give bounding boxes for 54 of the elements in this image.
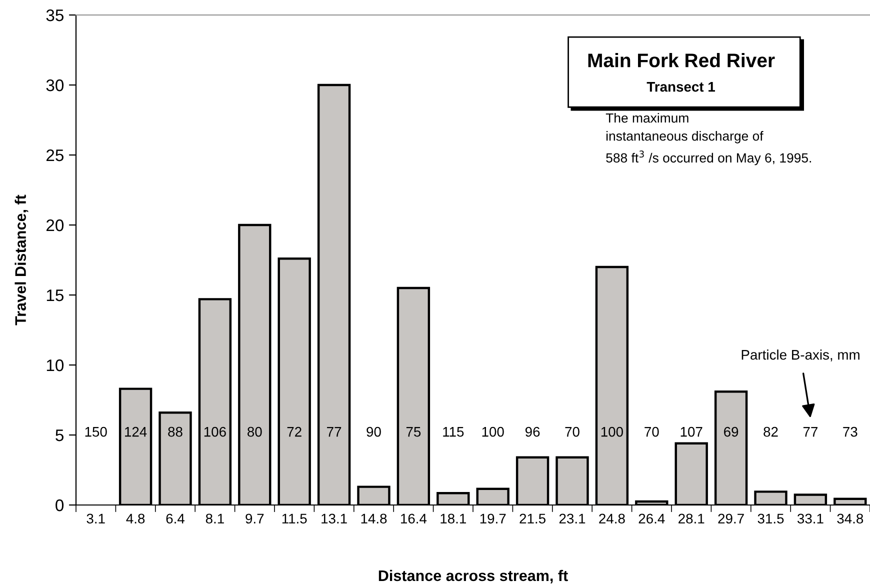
annotation: Particle B-axis, mm <box>742 350 860 362</box>
x-tick-label: 8.1 <box>206 514 224 524</box>
annotation: 70 <box>565 426 580 437</box>
x-tick-label: 13.1 <box>322 514 347 524</box>
annotation: 100 <box>601 426 623 437</box>
x-tick-label: 16.4 <box>400 514 427 524</box>
annotation: 80 <box>248 426 262 437</box>
x-tick-label: 3.1 <box>86 514 105 524</box>
annotation: 96 <box>525 426 540 437</box>
y-tick-label: 20 <box>46 219 64 232</box>
annotation: 150 <box>85 426 107 437</box>
text: Main Fork Red River <box>588 52 775 68</box>
x-tick-label: 31.5 <box>758 514 784 524</box>
annotation: 69 <box>724 426 738 437</box>
x-tick-label: 18.1 <box>440 514 466 524</box>
y-tick-label: 30 <box>46 79 64 92</box>
y-tick-label: 15 <box>46 290 64 302</box>
x-tick-label: 9.7 <box>246 514 264 524</box>
y-tick-label: 0 <box>56 499 64 512</box>
x-tick-label: 24.8 <box>599 514 625 524</box>
y-tick-label: 35 <box>46 9 64 22</box>
x-tick-label: 23.1 <box>559 514 586 524</box>
x-tick-label: 29.7 <box>718 514 744 524</box>
annotation: 70 <box>644 426 659 437</box>
annotation: 100 <box>482 426 504 437</box>
annotation: The maximum instantaneous discharge of 588 ft$^{3}$ /s occurred on May 6, 1995. <box>606 113 811 166</box>
annotation: 72 <box>287 426 302 437</box>
y-tick-label: 10 <box>46 359 64 372</box>
annotation: 82 <box>764 426 778 437</box>
y-axis-title: Travel Distance, ft <box>14 194 28 326</box>
x-tick-label: 28.1 <box>678 514 704 524</box>
x-tick-label: 11.5 <box>282 514 307 524</box>
x-tick-label: 26.4 <box>638 514 665 524</box>
annotation: 107 <box>680 426 702 437</box>
x-tick-label: 14.8 <box>361 514 387 524</box>
annotation: 75 <box>406 427 421 437</box>
annotation: 73 <box>843 426 858 437</box>
annotation: 88 <box>168 426 182 437</box>
x-tick-label: 6.4 <box>166 514 184 524</box>
annotation: 77 <box>803 427 818 437</box>
x-tick-label: 19.7 <box>480 514 506 524</box>
x-tick-label: 4.8 <box>126 514 145 524</box>
annotation: 106 <box>204 426 226 437</box>
annotation: 90 <box>366 426 381 437</box>
annotation: 115 <box>443 427 464 437</box>
y-tick-label: 5 <box>56 430 64 442</box>
x-axis-title: Distance across stream, ft <box>378 570 568 584</box>
x-tick-label: 34.8 <box>837 514 864 524</box>
x-tick-label: 21.5 <box>520 514 546 524</box>
annotation: 124 <box>125 426 147 437</box>
y-tick-label: 25 <box>46 149 64 162</box>
text: Transect 1 <box>646 82 715 92</box>
x-tick-label: 33.1 <box>797 514 824 524</box>
annotation: 77 <box>327 427 342 437</box>
